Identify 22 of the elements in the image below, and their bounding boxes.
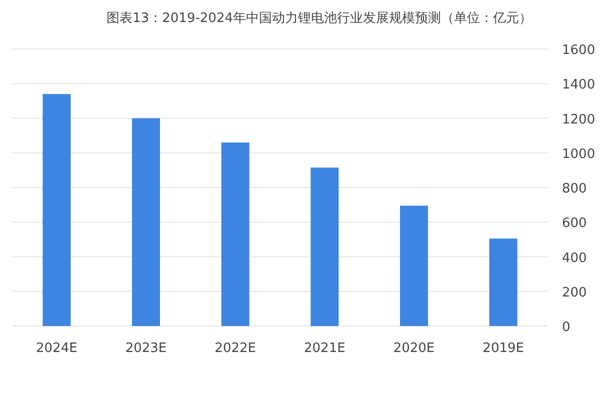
x-tick-label: 2022E <box>214 341 256 356</box>
bar <box>489 238 518 326</box>
chart-title: 图表13：2019-2024年中国动力锂电池行业发展规模预测（单位：亿元） <box>106 11 532 26</box>
y-tick-label: 400 <box>562 250 587 266</box>
bar <box>221 142 250 326</box>
y-tick-label: 1200 <box>562 112 596 128</box>
x-tick-label: 2024E <box>36 341 78 356</box>
bar <box>310 168 339 326</box>
y-tick-label: 800 <box>562 182 587 196</box>
x-tick-label: 2023E <box>125 341 167 356</box>
x-tick-label: 2019E <box>482 341 524 356</box>
y-tick-label: 1000 <box>562 146 596 162</box>
bar <box>132 118 160 326</box>
x-tick-label: 2021E <box>304 341 346 356</box>
y-tick-label: 600 <box>562 216 587 232</box>
x-tick-label: 2020E <box>393 341 435 356</box>
y-tick-label: 200 <box>562 285 587 300</box>
y-tick-label: 1400 <box>562 78 596 93</box>
bar <box>42 94 71 326</box>
bar <box>400 206 428 326</box>
y-tick-label: 1600 <box>562 43 596 58</box>
y-tick-label: 0 <box>562 320 570 335</box>
